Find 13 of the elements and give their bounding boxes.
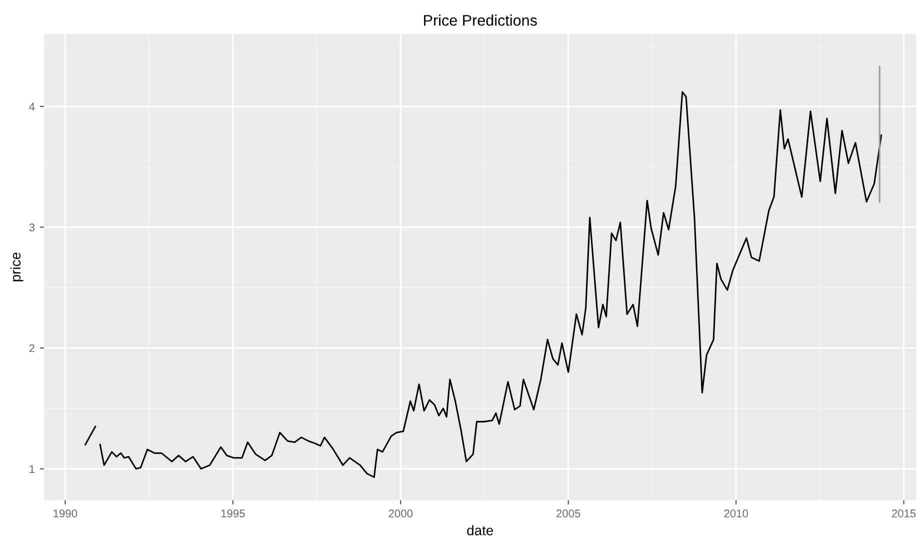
x-tick-label: 2010: [724, 510, 748, 518]
y-axis-title: price: [10, 252, 24, 282]
x-tick-label: 1995: [221, 510, 245, 518]
x-axis-title: date: [467, 525, 494, 536]
x-tick-label: 2015: [892, 510, 916, 518]
chart-title: Price Predictions: [424, 14, 537, 26]
y-tick-label: 1: [30, 465, 34, 473]
y-tick-label: 4: [29, 102, 35, 110]
x-tick-label: 1990: [54, 510, 78, 518]
x-tick-label: 2000: [388, 510, 413, 518]
y-tick-label: 3: [29, 223, 35, 232]
x-tick-label: 2005: [556, 510, 580, 518]
y-tick-label: 2: [29, 344, 34, 352]
